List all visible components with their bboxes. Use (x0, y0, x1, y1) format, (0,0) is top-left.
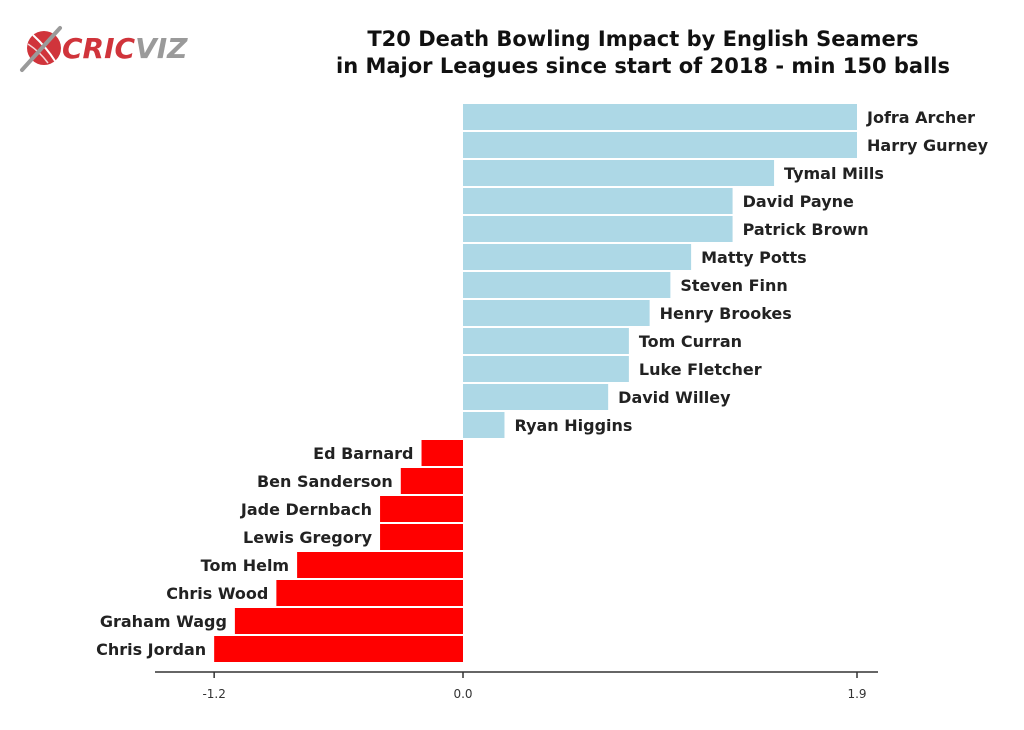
bar (463, 132, 857, 158)
bar-label: David Willey (618, 388, 731, 407)
bar-label: Ryan Higgins (514, 416, 632, 435)
cricket-ball-icon (20, 26, 62, 72)
bar-series (214, 104, 857, 662)
chart-title-line-2: in Major Leagues since start of 2018 - m… (336, 54, 950, 78)
bar (463, 300, 650, 326)
logo-text-cric: CRIC (62, 32, 136, 65)
bar-label: Patrick Brown (743, 220, 869, 239)
bar (380, 524, 463, 550)
bar (463, 104, 857, 130)
bar (380, 496, 463, 522)
logo-wordmark: CRICVIZ (62, 32, 188, 65)
bar (463, 244, 692, 270)
bar-label: Steven Finn (680, 276, 787, 295)
cricviz-logo: CRICVIZ (20, 26, 188, 72)
bar (463, 272, 671, 298)
bar-label: Tom Helm (201, 556, 289, 575)
bar-label: Tom Curran (639, 332, 742, 351)
bar-label: David Payne (743, 192, 854, 211)
x-axis: -1.2 0.0 1.9 (155, 671, 878, 701)
logo-text-viz: VIZ (135, 32, 188, 65)
bar-label: Chris Wood (166, 584, 268, 603)
x-tick-label: 0.0 (453, 687, 472, 701)
bar (463, 328, 629, 354)
bar (463, 160, 775, 186)
bar-label: Henry Brookes (660, 304, 792, 323)
chart-title-line-1: T20 Death Bowling Impact by English Seam… (367, 27, 918, 51)
bar (421, 440, 463, 466)
bar-label: Harry Gurney (867, 136, 989, 155)
bar-label: Jofra Archer (866, 108, 975, 127)
x-tick-label: -1.2 (202, 687, 225, 701)
bar-labels: Jofra Archer Harry Gurney Tymal Mills David… (96, 108, 989, 659)
bar (463, 384, 609, 410)
bar-label: Tymal Mills (784, 164, 884, 183)
bar (463, 412, 505, 438)
bar-label: Matty Potts (701, 248, 807, 267)
bar (463, 356, 629, 382)
bar-label: Chris Jordan (96, 640, 206, 659)
bar-label: Jade Dernbach (240, 500, 372, 519)
bar-label: Graham Wagg (100, 612, 227, 631)
bar (463, 216, 733, 242)
bar (276, 580, 463, 606)
bar (463, 188, 733, 214)
bar-label: Luke Fletcher (639, 360, 762, 379)
chart-title: T20 Death Bowling Impact by English Seam… (336, 27, 950, 78)
bar (400, 468, 463, 494)
x-tick-label: 1.9 (847, 687, 866, 701)
bar (234, 608, 463, 634)
bar-label: Lewis Gregory (243, 528, 373, 547)
bar-label: Ed Barnard (313, 444, 413, 463)
bar-label: Ben Sanderson (257, 472, 393, 491)
bar (214, 636, 463, 662)
bar (297, 552, 463, 578)
